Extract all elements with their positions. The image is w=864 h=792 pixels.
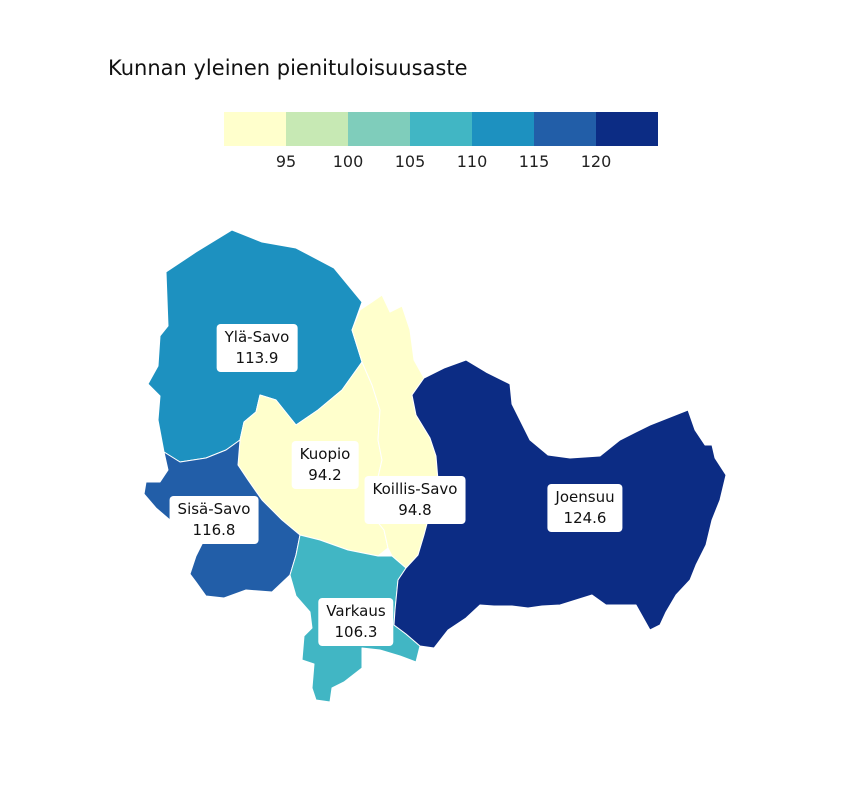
- region-value: 94.8: [398, 501, 432, 519]
- region-label-koillis-savo: Koillis-Savo 94.8: [364, 476, 466, 524]
- region-value: 94.2: [308, 466, 342, 484]
- region-name: Kuopio: [299, 445, 351, 463]
- region-name: Ylä-Savo: [224, 328, 290, 346]
- region-name: Joensuu: [555, 488, 615, 506]
- region-label-sisa-savo: Sisä-Savo 116.8: [169, 496, 259, 544]
- legend-tick: 105: [394, 152, 426, 171]
- legend-tick: 95: [275, 152, 297, 171]
- region-name: Sisä-Savo: [177, 500, 251, 518]
- legend-swatch: [534, 112, 596, 146]
- region-value: 124.6: [563, 509, 607, 527]
- region-label-kuopio: Kuopio 94.2: [291, 441, 359, 489]
- legend-tick: 115: [518, 152, 550, 171]
- legend-swatch: [472, 112, 534, 146]
- legend-tick: 120: [580, 152, 612, 171]
- region-label-joensuu: Joensuu 124.6: [547, 484, 623, 532]
- region-name: Varkaus: [326, 602, 386, 620]
- region-value: 113.9: [235, 349, 279, 367]
- legend-tick: 110: [456, 152, 488, 171]
- legend-swatch: [224, 112, 286, 146]
- color-legend: 95 100 105 110 115 120: [224, 112, 658, 171]
- legend-swatch: [410, 112, 472, 146]
- legend-swatch: [596, 112, 658, 146]
- region-name: Koillis-Savo: [372, 480, 458, 498]
- legend-tick: 100: [332, 152, 364, 171]
- region-value: 106.3: [334, 623, 378, 641]
- region-label-yla-savo: Ylä-Savo 113.9: [216, 324, 298, 372]
- map-title: Kunnan yleinen pienituloisuusaste: [108, 56, 468, 80]
- legend-swatch: [348, 112, 410, 146]
- legend-swatch: [286, 112, 348, 146]
- region-value: 116.8: [192, 521, 236, 539]
- region-label-varkaus: Varkaus 106.3: [318, 598, 394, 646]
